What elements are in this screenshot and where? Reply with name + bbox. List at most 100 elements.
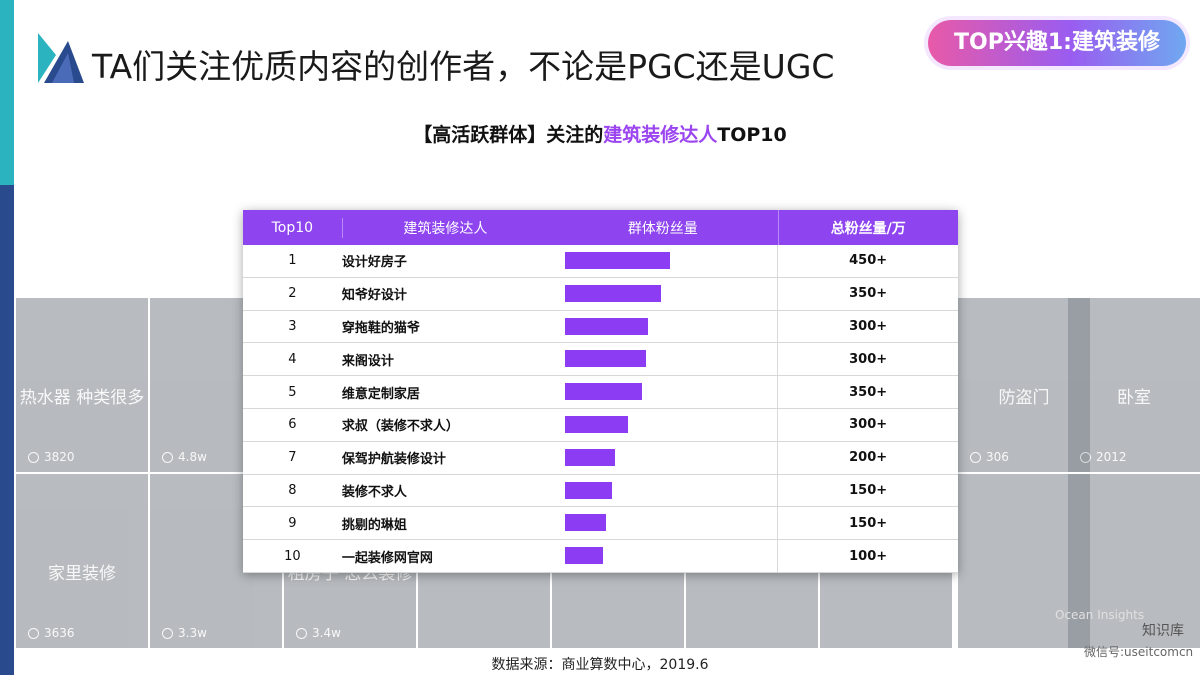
tile-likes: 2012 (1096, 450, 1127, 464)
creator-name: 求叔（装修不求人） (341, 419, 459, 435)
watermark: Ocean Insights (1055, 608, 1145, 622)
video-tile: 家里装修 3636 (16, 474, 148, 648)
bar (564, 547, 604, 565)
creator-name: 穿拖鞋的猫爷 (341, 320, 420, 336)
video-tile: 热水器 种类很多 3820 (16, 298, 148, 472)
total-fans: 300+ (777, 310, 958, 343)
creator-name: 挑剔的琳姐 (341, 517, 407, 533)
tile-caption: 热水器 种类很多 (19, 388, 145, 408)
tile-likes: 3.4w (312, 626, 341, 640)
tile-likes: 306 (986, 450, 1009, 464)
tile-likes-row: 306 (970, 450, 1009, 464)
bar (564, 284, 662, 302)
table-row: 10 一起装修网官网 100+ (243, 540, 958, 573)
tile-likes: 3.3w (178, 626, 207, 640)
bar-cell (548, 475, 778, 507)
source-note: 数据来源：商业算数中心，2019.6 (491, 657, 709, 673)
rank: 10 (284, 548, 301, 564)
column-header: Top10 (271, 219, 314, 236)
rank: 7 (288, 450, 297, 466)
tile-caption: 家里装修 (48, 564, 116, 584)
bar (564, 252, 670, 269)
tile-likes: 3636 (44, 626, 75, 640)
creator-name: 知爷好设计 (341, 288, 407, 304)
tile-likes-row: 3820 (28, 450, 75, 464)
bar (564, 514, 606, 532)
bar-cell (548, 507, 778, 539)
title: TA们关注优质内容的创作者，不论是PGC还是UGC (92, 47, 835, 86)
tile-caption: 卧室 (1117, 388, 1151, 408)
bar-cell (548, 278, 778, 310)
logo (38, 33, 84, 83)
rank: 2 (288, 286, 297, 302)
total-fans: 350+ (777, 376, 958, 408)
table-row: 1 设计好房子 450+ (243, 245, 958, 278)
total-fans: 300+ (777, 343, 958, 376)
bar-cell (548, 376, 778, 408)
tile-likes-row: 3.3w (162, 626, 207, 640)
total-fans: 350+ (777, 277, 958, 310)
creator-name: 维意定制家居 (341, 386, 420, 402)
rank: 9 (288, 515, 297, 531)
table-row: 5 维意定制家居 350+ (243, 376, 958, 409)
ranking-table: Top10 建筑装修达人 群体粉丝量 总粉丝量/万 1 设计好房子 450+ 2 知爷好设计 35… (243, 210, 958, 573)
creator-name: 设计好房子 (341, 255, 407, 271)
total-fans: 150+ (777, 474, 958, 507)
total-fans: 150+ (777, 507, 958, 540)
bar-cell (548, 442, 778, 474)
creator-name: 保驾护航装修设计 (341, 452, 446, 468)
tile-caption: 防盗门 (998, 388, 1050, 408)
subtitle-text: TOP10 (717, 124, 787, 146)
accent-stripe (0, 0, 14, 185)
rank: 8 (288, 482, 297, 498)
heart-icon (162, 451, 173, 463)
bar-cell (548, 409, 778, 441)
table-row: 6 求叔（装修不求人） 300+ (243, 408, 958, 442)
badge: TOP兴趣1:建筑装修 (928, 20, 1186, 66)
watermark: 知识库 (1142, 623, 1184, 639)
bar-cell (548, 343, 778, 375)
heart-icon (970, 451, 981, 463)
tile-likes-row: 2012 (1080, 450, 1127, 464)
column-header: 建筑装修达人 (341, 217, 548, 238)
video-tile (1068, 474, 1200, 648)
subtitle-highlight: 建筑装修达人 (603, 124, 718, 146)
rank: 4 (288, 351, 297, 367)
heart-icon (162, 627, 173, 639)
heart-icon (1080, 451, 1091, 463)
tile-likes: 3820 (44, 450, 75, 464)
rank: 1 (288, 253, 297, 269)
table-row: 9 挑剔的琳姐 150+ (243, 507, 958, 541)
heart-icon (28, 627, 39, 639)
watermark: 微信号:useitcomcn (1084, 645, 1194, 659)
table-row: 8 装修不求人 150+ (243, 474, 958, 508)
heart-icon (296, 627, 307, 639)
total-fans: 300+ (777, 408, 958, 441)
bar (564, 317, 648, 335)
rank: 6 (288, 417, 297, 433)
subtitle-text: 【高活跃群体】关注的 (413, 124, 604, 146)
bar (564, 383, 643, 401)
bar-cell (548, 245, 778, 277)
bar (564, 350, 647, 368)
column-header: 总粉丝量/万 (777, 210, 959, 245)
heart-icon (28, 451, 39, 463)
tile-likes-row: 3636 (28, 626, 75, 640)
rank: 5 (288, 384, 297, 400)
accent-stripe (0, 185, 14, 675)
table-row: 3 穿拖鞋的猫爷 300+ (243, 310, 958, 344)
tile-likes-row: 3.4w (296, 626, 341, 640)
bar-cell (548, 540, 778, 572)
creator-name: 装修不求人 (341, 484, 407, 500)
bar (564, 415, 628, 433)
table-row: 4 来阁设计 300+ (243, 343, 958, 377)
total-fans: 100+ (777, 540, 958, 572)
total-fans: 200+ (777, 441, 958, 474)
total-fans: 450+ (777, 245, 958, 277)
bar (564, 481, 612, 499)
video-tile: 卧室 2012 (1068, 298, 1200, 472)
rank: 3 (288, 318, 297, 334)
bar (564, 448, 615, 466)
creator-name: 一起装修网官网 (341, 550, 433, 566)
